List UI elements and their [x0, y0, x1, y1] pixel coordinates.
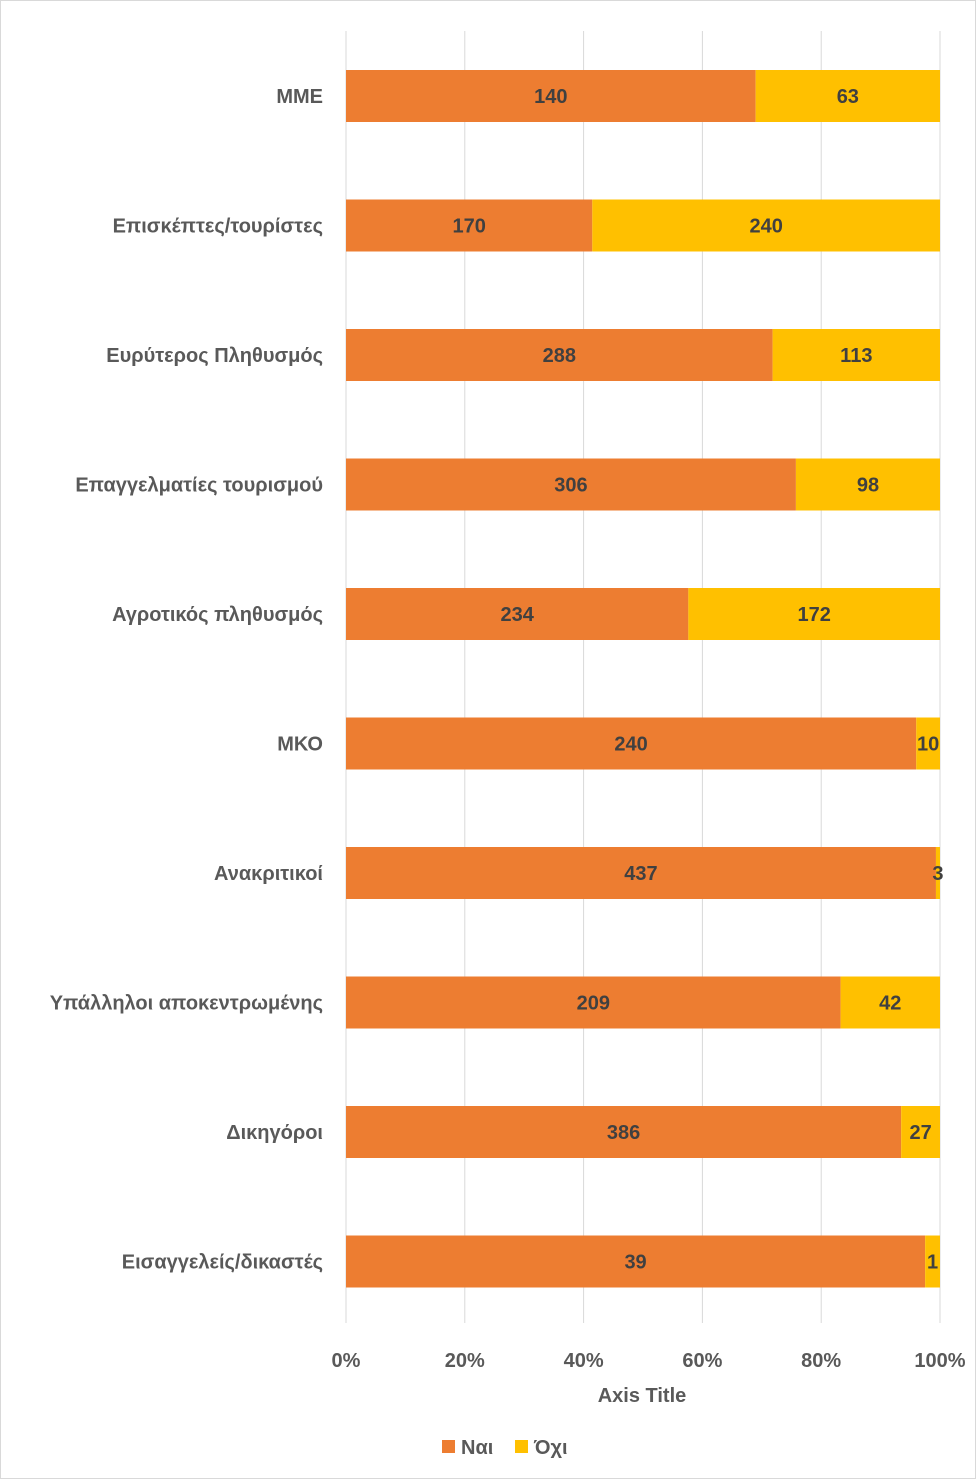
legend-swatch: [515, 1440, 528, 1453]
x-tick-label: 80%: [801, 1350, 841, 1372]
bar-segment: [346, 588, 689, 640]
data-label: 240: [614, 734, 647, 756]
bar-segment: [592, 199, 940, 252]
data-label: 170: [452, 216, 485, 238]
data-label: 113: [840, 345, 872, 367]
category-label: Επαγγελματίες τουρισμού: [75, 475, 323, 497]
bar-segment: [346, 717, 917, 770]
data-label: 27: [909, 1122, 931, 1144]
category-label: Δικηγόροι: [226, 1122, 323, 1144]
bar-segment: [755, 70, 940, 122]
data-label: 172: [797, 604, 830, 626]
bar-segment: [901, 1106, 940, 1158]
legend-label: Ναι: [461, 1437, 493, 1459]
x-tick-label: 20%: [445, 1350, 485, 1372]
category-label: Εισαγγελείς/δικαστές: [122, 1252, 323, 1274]
data-label: 98: [857, 475, 879, 497]
bar-segment: [935, 847, 940, 899]
bar-segment: [688, 588, 940, 640]
bar-segment: [772, 329, 940, 381]
legend-swatch: [442, 1440, 455, 1453]
bar-segment: [346, 976, 841, 1029]
bar-segment: [346, 1106, 902, 1158]
x-tick-label: 40%: [564, 1350, 604, 1372]
data-label: 386: [607, 1122, 640, 1144]
category-label: Ευρύτερος Πληθυσμός: [106, 345, 323, 367]
category-label: Επισκέπτες/τουρίστες: [113, 216, 323, 238]
bar-segment: [925, 1235, 940, 1288]
value-axis: 0% 20% 40% 60% 80% 100%: [332, 1350, 966, 1372]
data-label: 437: [624, 863, 657, 885]
category-label: Αγροτικός πληθυσμός: [112, 604, 323, 626]
legend: Ναι Όχι: [442, 1437, 568, 1459]
bar-segment: [346, 847, 936, 899]
bar-segment: [346, 458, 796, 511]
data-label: 42: [879, 993, 901, 1015]
data-label: 306: [554, 475, 587, 497]
data-label: 39: [624, 1252, 646, 1274]
bar-segment: [346, 70, 756, 122]
category-axis: ΜΜΕ Επισκέπτες/τουρίστες Ευρύτερος Πληθυσμ…: [50, 86, 323, 1274]
x-tick-label: 100%: [914, 1350, 965, 1372]
data-label: 1: [927, 1252, 938, 1274]
x-axis-title: Axis Title: [598, 1385, 687, 1407]
data-label: 63: [837, 86, 859, 108]
bars: [346, 70, 940, 1288]
data-label: 3: [932, 863, 943, 885]
data-label: 10: [917, 734, 939, 756]
bar-segment: [346, 329, 773, 381]
category-label: Ανακριτικοί: [214, 863, 323, 885]
bar-segment: [346, 199, 593, 252]
x-tick-label: 60%: [682, 1350, 722, 1372]
data-label: 288: [543, 345, 576, 367]
bar-segment: [840, 976, 940, 1029]
category-label: Υπάλληλοι αποκεντρωμένης: [50, 993, 323, 1015]
data-label: 209: [577, 993, 610, 1015]
data-labels: 140 63 170 240 288 113 306 98 234 172 240 10 437 3 209…: [452, 86, 943, 1274]
bar-segment: [795, 458, 940, 511]
x-tick-label: 0%: [332, 1350, 361, 1372]
bar-segment: [346, 1235, 926, 1288]
bar-segment: [916, 717, 940, 770]
data-label: 240: [749, 216, 782, 238]
category-label: ΜΜΕ: [276, 86, 323, 108]
data-label: 234: [500, 604, 534, 626]
legend-label: Όχι: [533, 1437, 568, 1459]
category-label: ΜΚΟ: [277, 734, 323, 756]
data-label: 140: [534, 86, 567, 108]
